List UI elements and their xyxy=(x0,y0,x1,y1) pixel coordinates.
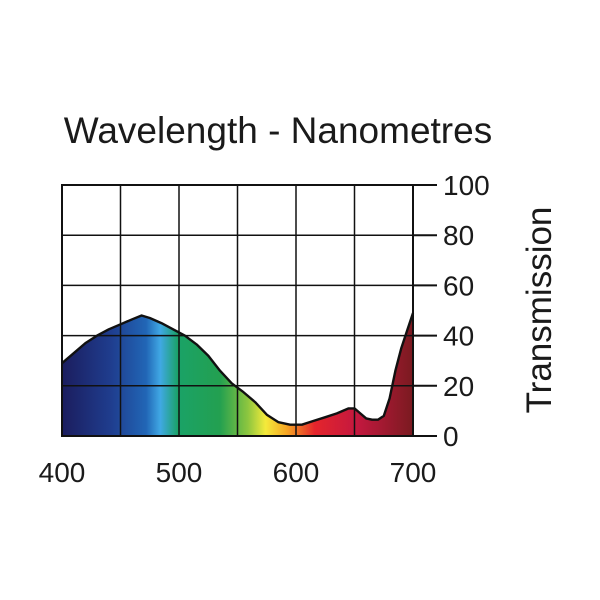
y-tick-label: 0 xyxy=(443,421,459,452)
x-tick-labels: 400 500 600 700 xyxy=(39,457,437,488)
y-tick-label: 100 xyxy=(443,170,490,201)
y-tick-label: 20 xyxy=(443,371,474,402)
transmission-curve xyxy=(61,312,415,426)
plot-frame xyxy=(61,184,414,437)
x-tick-label: 700 xyxy=(390,457,437,488)
x-tick-label: 600 xyxy=(273,457,320,488)
y-tick-labels: 0 20 40 60 80 100 xyxy=(443,170,490,452)
y-tick-label: 60 xyxy=(443,270,474,301)
y-axis-label: Transmission xyxy=(520,207,559,414)
x-tick-label: 400 xyxy=(39,457,86,488)
x-tick-label: 500 xyxy=(156,457,203,488)
y-tick-label: 80 xyxy=(443,220,474,251)
y-tick-label: 40 xyxy=(443,321,474,352)
chart-title: Wavelength - Nanometres xyxy=(64,110,492,151)
y-tick-marks xyxy=(413,184,437,437)
